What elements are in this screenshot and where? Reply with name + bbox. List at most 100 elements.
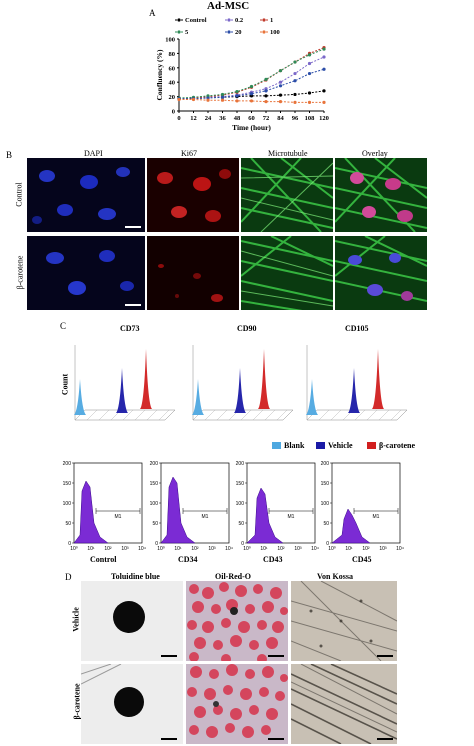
data-point-100 <box>220 98 225 102</box>
floor-grid-line <box>240 409 252 421</box>
data-point-100 <box>235 99 239 103</box>
hist-x-tick-label: 10¹ <box>87 546 95 552</box>
hist-y-tick-label: 50 <box>152 521 158 527</box>
dapi-control-image <box>27 158 145 232</box>
flow-peak <box>246 487 284 544</box>
data-point-20 <box>307 71 312 76</box>
data-point-5 <box>249 84 254 89</box>
hist-x-tick-label: 10⁰ <box>328 546 336 552</box>
legend-marker-Control <box>177 18 181 22</box>
legend-marker-1 <box>262 18 266 22</box>
data-point-5 <box>220 92 225 97</box>
hist-label-cd34: CD34 <box>178 555 198 564</box>
y-tick-label: 0 <box>172 109 175 116</box>
data-point-100 <box>322 100 326 104</box>
microtubule-beta-carotene-image <box>241 236 333 310</box>
floor-grid-line <box>98 409 110 421</box>
row-label-vehicle: Vehicle <box>71 607 81 632</box>
legend-label-blank: Blank <box>284 441 305 450</box>
legend-marker-100 <box>262 30 266 34</box>
hist-y-tick-label: 150 <box>150 481 159 487</box>
legend-label-1: 1 <box>270 17 273 24</box>
row-label-beta-carotene: β-carotene <box>15 255 25 290</box>
data-point-20 <box>235 94 239 98</box>
legend-label-vehicle: Vehicle <box>328 441 353 450</box>
floor-grid-line <box>158 409 170 421</box>
legend-label-20: 20 <box>235 29 242 36</box>
hist-y-tick-label: 100 <box>321 501 330 507</box>
histogram-frame <box>331 462 401 544</box>
col-label-oil-red-o: Oil-Red-O <box>215 572 251 581</box>
hist-y-tick-label: 150 <box>321 481 330 487</box>
data-point-Control <box>278 93 283 97</box>
marker-label-cd73: CD73 <box>120 324 140 333</box>
hist-x-tick-label: 10⁴ <box>311 546 319 552</box>
chart-legend: Control 0.2 1 5 20 100 <box>175 17 280 36</box>
y-tick-label: 40 <box>169 80 176 87</box>
dapi-beta-carotene-image <box>27 236 145 310</box>
data-point-0.2 <box>293 71 297 76</box>
ki67-control-image <box>147 158 239 232</box>
overlay-beta-carotene-image <box>335 236 427 310</box>
x-tick-label: 72 <box>263 115 270 122</box>
y-tick-label: 20 <box>169 94 176 101</box>
data-point-Control <box>307 91 312 95</box>
x-tick-label: 108 <box>305 115 316 122</box>
data-point-Control <box>264 94 268 98</box>
hist-y-tick-label: 150 <box>63 481 72 487</box>
col-label-overlay: Overlay <box>362 149 388 158</box>
panel-a-letter: A <box>149 8 156 18</box>
gate-label: M1 <box>115 514 122 520</box>
legend-label-Control: Control <box>185 17 207 24</box>
hist-label-control: Control <box>90 555 117 564</box>
legend-marker-0.2 <box>227 18 231 22</box>
col-label-toluidine-blue: Toluidine blue <box>111 572 160 581</box>
floor-grid-line <box>318 409 330 421</box>
oil-red-beta-carotene-image <box>186 664 288 744</box>
data-point-20 <box>293 79 297 83</box>
x-tick-label: 84 <box>277 115 284 122</box>
overlay-histograms <box>74 345 408 421</box>
overlay-peak-β-carotene <box>258 349 270 409</box>
legend-swatch-vehicle <box>316 442 325 449</box>
x-tick-label: 120 <box>319 115 329 122</box>
marker-label-cd105: CD105 <box>345 324 369 333</box>
x-tick-label: 0 <box>177 115 180 122</box>
x-tick-label: 24 <box>205 115 212 122</box>
row-label-control: Control <box>14 182 24 207</box>
hist-y-tick-label: 0 <box>326 541 329 547</box>
hist-x-tick-label: 10¹ <box>345 546 353 552</box>
legend-swatch-blank <box>272 442 281 449</box>
hist-y-tick-label: 100 <box>236 501 245 507</box>
col-label-dapi: DAPI <box>84 149 103 158</box>
hist-x-tick-label: 10² <box>104 546 112 552</box>
flow-peak <box>331 508 371 544</box>
y-axis-label: Confluency (%) <box>155 49 164 101</box>
marker-label-cd90: CD90 <box>237 324 257 333</box>
x-tick-label: 96 <box>292 115 299 122</box>
hist-x-tick-label: 10⁴ <box>138 546 146 552</box>
legend-label-5: 5 <box>185 29 189 36</box>
gate-label: M1 <box>288 514 295 520</box>
floor-grid-line <box>378 409 390 421</box>
legend-marker-20 <box>227 30 231 34</box>
chart-series <box>177 46 326 104</box>
hist-y-tick-label: 100 <box>150 501 159 507</box>
data-point-5 <box>293 60 297 64</box>
series-line-20 <box>179 68 325 100</box>
x-tick-label: 48 <box>234 115 241 122</box>
floor-grid-line <box>134 409 146 421</box>
flow-peak <box>160 476 196 544</box>
gate-label: M1 <box>202 514 209 520</box>
panel-a-title: Ad-MSC <box>207 0 250 12</box>
count-axis-label: Count <box>60 373 70 396</box>
von-kossa-beta-carotene-image <box>291 664 397 744</box>
hist-x-tick-label: 10⁴ <box>396 546 404 552</box>
hist-y-tick-label: 200 <box>150 461 159 467</box>
hist-y-tick-label: 0 <box>241 541 244 547</box>
floor-grid-line <box>216 409 228 421</box>
hist-x-tick-label: 10⁴ <box>225 546 233 552</box>
floor-grid-line <box>354 409 366 421</box>
legend-label-0.2: 0.2 <box>235 17 243 24</box>
